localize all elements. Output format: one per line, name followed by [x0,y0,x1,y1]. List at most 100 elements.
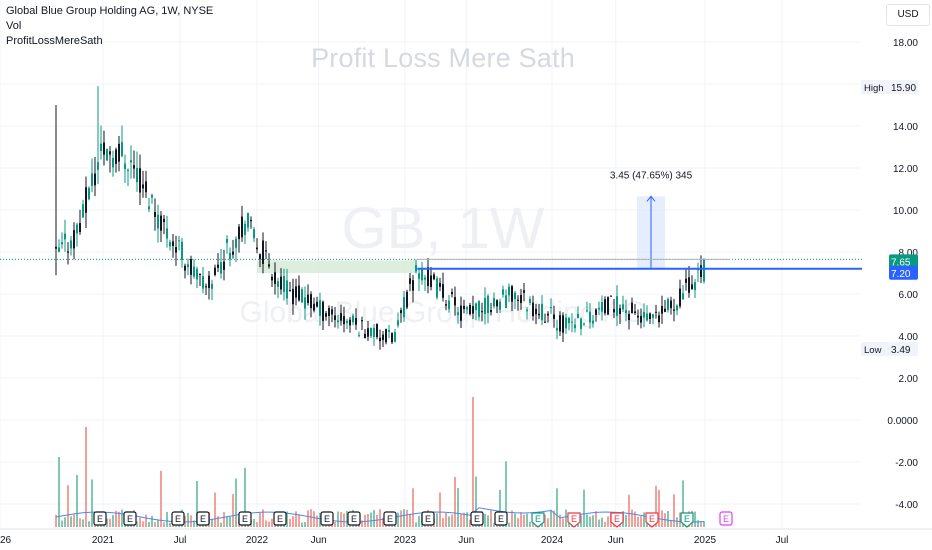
candle-body [196,268,198,280]
volume-bar [154,522,156,527]
volume-bar [505,461,507,527]
volume-bar [457,487,459,527]
volume-bar [397,512,399,527]
volume-bar [268,521,270,527]
candle-body [682,293,684,300]
earnings-marker-shape [347,511,361,526]
candle-body [379,337,381,342]
time-tick-label: Jun [458,535,474,546]
candle-body [652,314,654,318]
earnings-marker[interactable]: E [171,511,185,526]
volume-bar [235,478,237,527]
earnings-marker[interactable]: E [567,512,581,528]
earnings-marker-shape [320,511,334,526]
earnings-marker[interactable]: E [238,511,252,526]
volume-bar [460,514,462,527]
earnings-marker[interactable]: E [320,511,334,526]
volume-bar [442,518,444,527]
volume-bar [316,515,318,527]
earnings-marker-shape [610,512,624,528]
candle-body [103,142,105,155]
candle-body [439,282,441,287]
earnings-marker[interactable]: E [645,512,659,528]
earnings-marker[interactable]: E [347,511,361,526]
earnings-marker[interactable]: E [273,511,287,526]
earnings-marker-label: E [571,514,577,524]
line-price-tag-value: 7.20 [891,269,911,280]
volume-bar [451,514,453,527]
volume-bar [508,522,510,527]
volume-bar [79,518,81,527]
volume-bar [511,510,513,527]
candle-body [373,327,375,338]
candle-body [502,289,504,295]
volume-bar [145,514,147,527]
earnings-marker[interactable]: E [719,511,733,526]
volume-bar [88,521,90,527]
earnings-marker[interactable]: E [494,511,508,526]
candle-body [226,238,228,244]
volume-bar [343,513,345,527]
time-tick-label: Jun [608,535,624,546]
candle-body [607,297,609,315]
candle-body [130,160,132,163]
candle-body [481,311,483,313]
candle-body [181,241,183,260]
candle-body [202,276,204,289]
earnings-marker-label: E [614,514,620,524]
earnings-marker-shape [383,511,397,526]
volume-bar [301,522,303,527]
earnings-marker[interactable]: E [123,511,137,526]
earnings-marker[interactable]: E [680,512,694,528]
earnings-marker[interactable]: E [470,511,484,526]
high-tag-value-bg [889,80,918,94]
earnings-marker-shape [93,511,107,526]
low-tag-label-bg [861,342,889,356]
earnings-marker[interactable]: E [93,511,107,526]
volume-bar [412,488,414,527]
earnings-marker-label: E [277,514,283,524]
candle-body [688,277,690,293]
candle-body [286,280,288,299]
candle-body [190,258,192,275]
volume-bar [640,516,642,527]
candle-body [319,300,321,316]
candle-body [538,313,540,316]
candle-body [280,276,282,290]
volume-bar [490,510,492,527]
volume-bar [142,521,144,527]
volume-bar [253,518,255,527]
volume-bar [604,521,606,527]
volume-bar [553,510,555,527]
legend-indicator[interactable]: ProfitLossMereSath [6,35,103,47]
price-tick-label: 14.00 [893,122,918,133]
legend-vol[interactable]: Vol [6,20,22,32]
candle-body [61,242,63,245]
measure-annotation: 3.45 (47.65%) 345 [610,170,693,269]
candle-body [331,309,333,315]
volume-bar [136,521,138,527]
earnings-marker[interactable]: E [531,512,545,528]
volume-bars [55,397,705,527]
earnings-marker-label: E [684,514,690,524]
volume-bar [256,522,258,527]
candle-body [271,276,273,281]
candle-body [667,298,669,310]
volume-bar [601,517,603,527]
volume-bar [643,512,645,527]
earnings-marker[interactable]: E [421,511,435,526]
candle-body [301,289,303,303]
currency-button[interactable]: USD [886,4,930,26]
volume-bar [589,516,591,527]
volume-bar [529,521,531,527]
earnings-marker[interactable]: E [383,511,397,526]
candle-body [367,328,369,337]
earnings-marker[interactable]: E [610,512,624,528]
earnings-marker[interactable]: E [196,511,210,526]
candle-body [460,305,462,321]
earnings-marker-label: E [474,514,480,524]
volume-bar [655,485,657,527]
price-tick-label: 0.0000 [887,416,918,427]
candle-body [700,265,702,278]
